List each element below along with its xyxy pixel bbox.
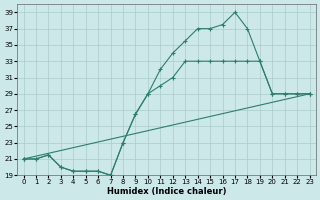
X-axis label: Humidex (Indice chaleur): Humidex (Indice chaleur) xyxy=(107,187,226,196)
